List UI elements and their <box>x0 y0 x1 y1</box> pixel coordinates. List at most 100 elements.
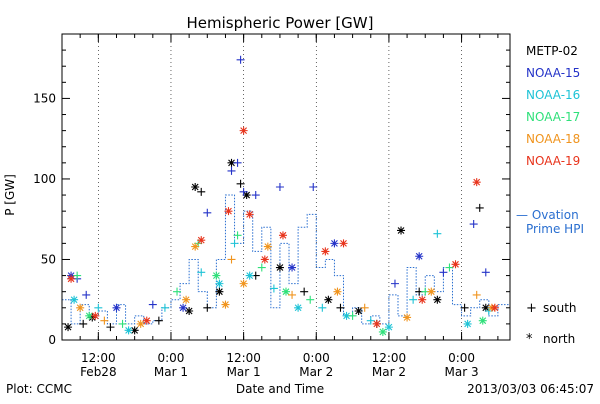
data-point <box>288 290 297 299</box>
north-marker-shape <box>215 287 224 296</box>
north-marker-shape <box>354 307 363 316</box>
data-point <box>173 287 182 296</box>
points-layer <box>64 55 499 336</box>
south-marker-shape <box>409 295 418 304</box>
south-marker-shape <box>239 187 248 196</box>
series-group <box>76 242 496 328</box>
data-point <box>64 323 73 332</box>
south-marker-shape <box>348 311 357 320</box>
data-point <box>275 183 284 191</box>
x-tick-date-label: Feb28 <box>80 365 117 379</box>
data-point <box>460 303 469 312</box>
north-marker-shape <box>427 287 436 296</box>
north-marker-shape <box>221 300 230 309</box>
footer-timestamp: 2013/03/03 06:45:07 <box>467 382 594 396</box>
data-point <box>236 55 245 64</box>
south-marker-shape <box>233 158 242 167</box>
south-marker-shape <box>439 268 448 277</box>
data-point <box>469 220 478 229</box>
south-marker-shape <box>251 191 260 200</box>
north-marker-shape <box>70 295 79 304</box>
south-marker-shape <box>366 316 375 325</box>
data-point <box>203 303 212 312</box>
legend-south-symbol: + <box>526 301 537 316</box>
data-point <box>321 247 330 256</box>
north-marker-shape <box>330 239 339 248</box>
legend-series-label: NOAA-17 <box>526 110 580 124</box>
north-marker-shape <box>112 303 121 312</box>
data-point <box>260 255 269 264</box>
data-point <box>100 316 109 325</box>
north-marker-shape <box>282 287 290 296</box>
data-point <box>278 231 287 240</box>
data-point <box>433 295 442 304</box>
data-point <box>481 268 490 277</box>
south-marker-shape <box>257 263 266 272</box>
data-point <box>227 166 236 175</box>
x-tick-date-label: Mar 3 <box>445 365 479 379</box>
data-point <box>197 268 206 277</box>
data-point <box>242 191 251 200</box>
south-marker-shape <box>148 300 157 309</box>
south-marker-shape <box>445 263 454 272</box>
south-marker-shape <box>300 287 309 296</box>
data-point <box>306 295 315 304</box>
y-tick-label: 50 <box>41 252 56 266</box>
legend-south-label: south <box>543 301 577 315</box>
legend-layer: METP-02 NOAA-15 NOAA-16 NOAA-17 NOAA-18 NOAA-… <box>516 44 584 347</box>
data-point <box>263 242 272 251</box>
data-point <box>197 187 206 196</box>
data-point <box>227 255 236 264</box>
data-point <box>73 271 82 280</box>
south-marker-shape <box>106 323 115 332</box>
x-tick-date-label: Mar 2 <box>299 365 333 379</box>
x-tick-label: 0:00 <box>303 351 330 365</box>
data-point <box>230 239 239 248</box>
north-marker-shape <box>333 287 342 296</box>
data-point <box>354 307 363 316</box>
data-point <box>451 260 460 269</box>
data-point <box>245 210 254 219</box>
north-marker-shape <box>397 226 406 235</box>
data-point <box>409 295 418 304</box>
data-point <box>136 319 145 328</box>
data-point <box>185 307 194 316</box>
north-marker-shape <box>433 295 442 304</box>
north-marker-shape <box>490 303 499 312</box>
data-point <box>70 295 79 304</box>
south-marker-shape <box>94 303 103 312</box>
north-marker-shape <box>130 326 139 335</box>
data-point <box>330 239 339 248</box>
legend-north-symbol: * <box>526 332 533 347</box>
south-marker-shape <box>472 290 481 299</box>
south-marker-shape <box>309 183 318 191</box>
north-marker-shape <box>451 260 460 269</box>
x-tick-label: 0:00 <box>157 351 184 365</box>
north-marker-shape <box>124 326 133 335</box>
south-marker-shape <box>100 316 109 325</box>
north-marker-shape <box>64 323 73 332</box>
north-marker-shape <box>179 303 188 312</box>
x-tick-date-label: Mar 1 <box>227 365 261 379</box>
data-point <box>472 178 481 187</box>
data-point <box>221 300 230 309</box>
north-marker-shape <box>239 126 248 135</box>
data-point <box>372 319 381 328</box>
y-tick-label: 0 <box>48 333 56 347</box>
data-point <box>324 295 333 304</box>
data-point <box>224 207 233 216</box>
data-point <box>236 179 245 188</box>
data-point <box>239 126 248 135</box>
data-point <box>203 208 212 217</box>
data-point <box>257 263 266 272</box>
footer-plot-credit: Plot: CCMC <box>6 382 72 396</box>
data-point <box>227 158 236 167</box>
series-group <box>70 229 493 335</box>
south-marker-shape <box>79 319 88 328</box>
north-marker-shape <box>342 311 351 320</box>
data-point <box>179 303 188 312</box>
data-point <box>85 311 94 320</box>
north-marker-shape <box>185 307 194 316</box>
